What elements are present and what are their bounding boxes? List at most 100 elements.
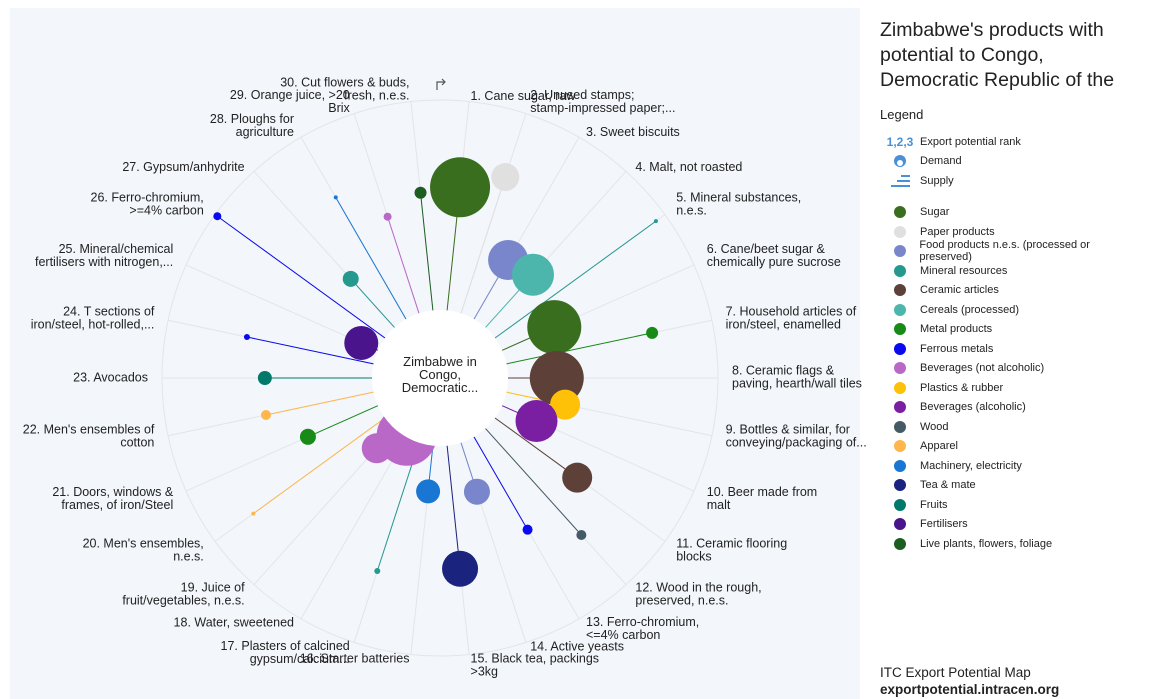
sector-swatch: [894, 264, 906, 277]
value-line: [335, 197, 407, 320]
bubble: [414, 186, 427, 199]
sector-label: Paper products: [920, 225, 995, 238]
rank-symbol: 1,2,3: [886, 134, 914, 149]
sector-entry[interactable]: Apparel: [880, 437, 1142, 457]
sector-entry[interactable]: Sugar: [880, 203, 1142, 223]
value-line: [253, 417, 386, 515]
product-label: 28. Ploughs for agriculture: [210, 112, 294, 139]
sector-label: Cereals (processed): [920, 303, 1020, 316]
sector-legend: Sugar Paper products Food products n.e.s. …: [880, 203, 1142, 554]
sector-label: Live plants, flowers, foliage: [920, 537, 1053, 550]
bubble: [527, 300, 582, 355]
sector-swatch: [894, 401, 906, 414]
sector-swatch: [894, 323, 906, 336]
product-label: 19. Juice of fruit/vegetables, n.e.s.: [122, 581, 245, 608]
bubble: [299, 428, 316, 445]
product-label: 17. Plasters of calcined gypsum/calcium..…: [221, 639, 350, 666]
footer-url[interactable]: exportpotential.intracen.org: [880, 682, 1060, 697]
sector-label: Fertilisers: [920, 518, 968, 531]
value-line: [307, 405, 379, 438]
product-label: 24. T sections of iron/steel, hot-rolled,…: [31, 305, 155, 332]
value-line: [494, 220, 657, 339]
sector-entry[interactable]: Food products n.e.s. (processed or prese…: [880, 239, 1142, 263]
sector-swatch: [894, 303, 906, 316]
product-label: 18. Water, sweetened: [174, 615, 294, 629]
sector-label: Ferrous metals: [920, 342, 994, 355]
value-line: [506, 332, 653, 365]
sector-label: Plastics & rubber: [920, 381, 1004, 394]
sector-swatch: [894, 284, 906, 297]
value-line: [473, 436, 529, 530]
sector-entry[interactable]: Paper products: [880, 222, 1142, 242]
product-label: 15. Black tea, packings >3kg: [471, 652, 600, 679]
sector-swatch: [894, 342, 906, 355]
chart: Zimbabwe in Congo, Democratic... 1. Cane s…: [10, 8, 867, 699]
product-label: 27. Gypsum/anhydrite: [122, 160, 244, 174]
sector-swatch: [894, 498, 906, 511]
key-label: Export potential rank: [920, 135, 1021, 148]
bubble: [416, 479, 441, 504]
key-label: Supply: [920, 174, 954, 187]
value-line: [217, 215, 386, 339]
sector-swatch: [894, 459, 906, 472]
bubble: [442, 550, 479, 587]
share-icon[interactable]: [436, 78, 446, 90]
sector-entry[interactable]: Live plants, flowers, foliage: [880, 534, 1142, 554]
sector-entry[interactable]: Mineral resources: [880, 261, 1142, 281]
footer-source: ITC Export Potential Map: [880, 665, 1031, 680]
value-line: [494, 417, 578, 479]
sector-entry[interactable]: Ceramic articles: [880, 281, 1142, 301]
sector-swatch: [894, 537, 906, 550]
center-label: Zimbabwe in Congo, Democratic...: [402, 354, 479, 395]
sector-entry[interactable]: Machinery, electricity: [880, 456, 1142, 476]
bubble: [512, 253, 555, 296]
sector-entry[interactable]: Fertilisers: [880, 515, 1142, 535]
sector-label: Metal products: [920, 323, 993, 336]
sector-entry[interactable]: Beverages (alcoholic): [880, 398, 1142, 418]
bubble: [522, 524, 533, 535]
sector-swatch: [894, 518, 906, 531]
sector-entry[interactable]: Metal products: [880, 320, 1142, 340]
sector-entry[interactable]: Tea & mate: [880, 476, 1142, 496]
sector-entry[interactable]: Fruits: [880, 495, 1142, 515]
bubble: [260, 409, 271, 420]
bubble: [550, 389, 581, 420]
bubble: [383, 212, 392, 221]
value-line: [460, 176, 506, 314]
bubble: [361, 433, 392, 464]
bubble: [515, 399, 558, 442]
product-label: 25. Mineral/chemical fertilisers with nit…: [35, 242, 173, 269]
product-label: 9. Bottles & similar, for conveying/packa…: [726, 423, 867, 450]
bubble: [430, 157, 491, 218]
sector-label: Sugar: [920, 206, 950, 219]
value-line: [446, 445, 461, 569]
product-label: 5. Mineral substances, n.e.s.: [676, 191, 801, 218]
sector-entry[interactable]: Ferrous metals: [880, 339, 1142, 359]
sector-label: Beverages (alcoholic): [920, 401, 1026, 414]
footer: ITC Export Potential Map exportpotential…: [880, 664, 1059, 698]
sector-entry[interactable]: Wood: [880, 417, 1142, 437]
value-line: [246, 336, 374, 365]
sector-entry[interactable]: Beverages (not alcoholic): [880, 359, 1142, 379]
bubble: [342, 270, 359, 287]
product-label: 4. Malt, not roasted: [635, 160, 742, 174]
sector-swatch: [894, 362, 906, 375]
bubble: [251, 511, 256, 516]
product-label: 8. Ceramic flags & paving, hearth/wall ti…: [732, 364, 862, 391]
sector-entry[interactable]: Plastics & rubber: [880, 378, 1142, 398]
sector-label: Machinery, electricity: [920, 459, 1022, 472]
product-label: 22. Men's ensembles of cotton: [23, 423, 155, 450]
product-label: 13. Ferro-chromium, <=4% carbon: [586, 615, 699, 642]
bubble: [653, 219, 658, 224]
bubble: [257, 371, 272, 385]
bubble: [646, 326, 659, 339]
sector-entry[interactable]: Cereals (processed): [880, 300, 1142, 320]
sector-label: Ceramic articles: [920, 284, 999, 297]
sector-swatch: [893, 245, 906, 258]
product-label: 3. Sweet biscuits: [586, 125, 680, 139]
legend-title: Legend: [880, 107, 924, 122]
legend-panel: Zimbabwe's products with potential to Co…: [880, 18, 1142, 554]
bubble: [243, 333, 250, 340]
sector-swatch: [894, 225, 906, 238]
key-label: Demand: [920, 155, 962, 168]
